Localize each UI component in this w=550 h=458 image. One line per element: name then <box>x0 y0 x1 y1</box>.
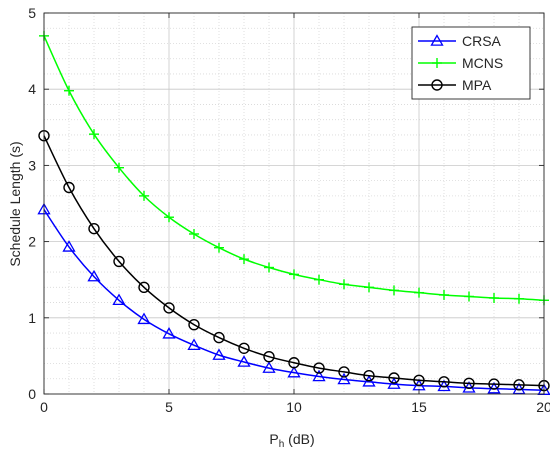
data-point-mcns-10 <box>289 269 299 280</box>
data-point-mpa-9 <box>263 350 275 363</box>
legend-label: MPA <box>462 77 492 93</box>
legend-label: MCNS <box>462 55 503 71</box>
data-point-mcns-4 <box>139 190 149 201</box>
x-axis-label-rest: (dB) <box>284 431 314 447</box>
data-point-mcns-19 <box>514 293 524 304</box>
data-point-mcns-14 <box>389 285 399 296</box>
data-point-mcns-16 <box>439 289 449 300</box>
data-point-mcns-6 <box>189 228 199 239</box>
data-point-mcns-2 <box>89 129 99 140</box>
legend-entry-crsa: CRSA <box>418 33 502 49</box>
data-point-crsa-10 <box>287 365 301 378</box>
x-tick-label: 10 <box>286 399 302 415</box>
data-point-crsa-9 <box>262 361 276 373</box>
data-point-crsa-12 <box>337 372 351 385</box>
data-point-mpa-5 <box>163 302 175 314</box>
data-point-mcns-8 <box>239 254 249 265</box>
data-point-mcns-7 <box>214 242 224 253</box>
y-axis-label: Schedule Length (s) <box>7 141 23 266</box>
data-point-crsa-1 <box>62 240 76 252</box>
data-point-crsa-4 <box>137 312 151 325</box>
x-axis-label: Ph (dB) <box>269 431 314 450</box>
x-tick-label: 0 <box>40 399 48 415</box>
y-tick-label: 5 <box>28 5 36 21</box>
data-point-mpa-16 <box>438 376 450 388</box>
x-tick-label: 15 <box>411 399 427 415</box>
series-line-mpa <box>43 135 545 387</box>
data-point-crsa-5 <box>162 326 176 339</box>
data-point-crsa-11 <box>312 369 326 382</box>
series-line-crsa <box>43 209 545 391</box>
data-point-mpa-14 <box>388 372 400 384</box>
x-tick-label: 20 <box>536 399 550 415</box>
x-tick-label: 5 <box>165 399 173 415</box>
y-tick-label: 0 <box>28 386 36 402</box>
data-point-mpa-8 <box>238 342 250 354</box>
data-point-mcns-5 <box>164 212 174 223</box>
data-point-mcns-18 <box>489 292 499 303</box>
data-point-mcns-11 <box>314 274 324 285</box>
y-tick-label: 3 <box>28 157 36 173</box>
data-point-mcns-1 <box>64 85 74 96</box>
y-tick-label: 2 <box>28 234 36 250</box>
data-point-mpa-6 <box>188 318 200 331</box>
data-point-crsa-13 <box>362 374 376 387</box>
data-point-mpa-7 <box>213 331 225 344</box>
legend-marker <box>431 79 443 91</box>
data-point-mcns-9 <box>264 262 274 273</box>
data-point-mpa-4 <box>138 281 150 294</box>
y-tick-label: 4 <box>28 81 36 97</box>
tick-labels: 0 5 10 15 20 0 1 2 3 4 5 <box>28 5 550 415</box>
data-point-mpa-1 <box>63 181 75 194</box>
data-point-mcns-17 <box>464 291 474 302</box>
data-point-crsa-8 <box>237 355 251 367</box>
data-point-mpa-2 <box>88 222 100 235</box>
axes-layer <box>43 12 545 395</box>
data-point-mpa-12 <box>338 366 350 378</box>
data-point-crsa-6 <box>187 338 201 351</box>
data-point-crsa-3 <box>112 293 126 306</box>
data-point-mpa-3 <box>113 255 125 268</box>
legend: CRSA MCNS MPA <box>411 26 531 100</box>
data-point-crsa-7 <box>212 348 226 360</box>
data-point-crsa-2 <box>87 269 101 282</box>
x-axis-label-subscript: h <box>279 439 285 450</box>
data-point-mpa-10 <box>288 357 300 369</box>
data-point-mpa-19 <box>513 379 525 391</box>
data-point-mpa-11 <box>313 362 325 374</box>
legend-marker <box>432 58 442 68</box>
legend-label: CRSA <box>462 33 502 49</box>
data-point-mpa-13 <box>363 370 375 382</box>
legend-marker <box>430 34 444 46</box>
x-axis-label-main: P <box>269 431 278 447</box>
data-point-mcns-13 <box>364 282 374 293</box>
y-tick-label: 1 <box>28 310 36 326</box>
data-point-mcns-12 <box>339 279 349 290</box>
data-point-crsa-14 <box>387 377 401 389</box>
legend-entry-mcns: MCNS <box>418 55 503 71</box>
data-point-mpa-18 <box>488 378 500 390</box>
data-point-mcns-3 <box>114 162 124 173</box>
legend-entry-mpa: MPA <box>418 77 492 93</box>
data-point-mcns-15 <box>414 287 424 298</box>
data-point-mpa-15 <box>413 374 425 386</box>
data-point-mpa-17 <box>463 377 475 390</box>
